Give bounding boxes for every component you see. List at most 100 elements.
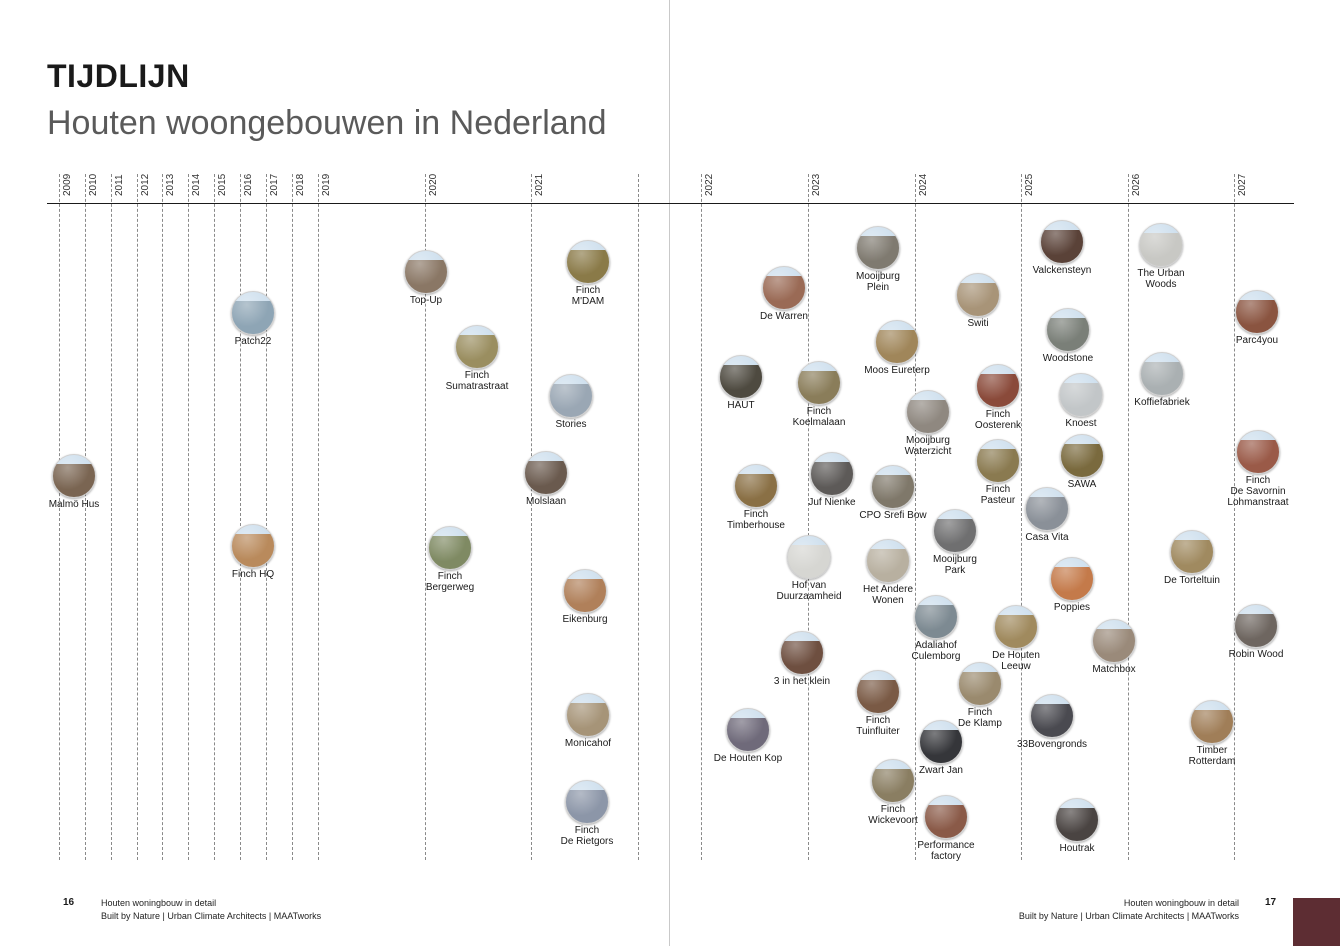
year-gridline [188,174,189,860]
building-photo [906,390,950,434]
building-label: Molslaan [525,496,567,507]
building-label: Patch22 [234,336,272,347]
building-marker: Patch22 [203,291,303,347]
building-marker: Stories [521,374,621,430]
building-label: HAUT [727,400,755,411]
year-gridline [292,174,293,860]
building-marker: Finch Bergerweg [400,526,500,593]
year-label: 2021 [534,173,545,196]
year-gridline [531,174,532,860]
building-photo [919,720,963,764]
year-label: 2018 [295,173,306,196]
year-gridline [240,174,241,860]
building-photo [726,708,770,752]
building-marker: Juf Nienke [782,452,882,508]
building-label: Robin Wood [1228,649,1284,660]
footer-title-left: Houten woningbouw in detail [101,898,217,908]
building-photo [565,780,609,824]
year-gridline [425,174,426,860]
building-photo [933,509,977,553]
page-spine [669,0,670,946]
building-label: Poppies [1053,602,1091,613]
building-label: Finch De Klamp [958,707,1002,729]
building-label: Malmö Hus [48,499,100,510]
building-photo [1190,700,1234,744]
building-label: Timber Rotterdam [1188,745,1236,767]
building-marker: Het Andere Wonen [838,539,938,606]
building-label: The Urban Woods [1137,268,1185,290]
building-label: Koffiefabriek [1134,397,1190,408]
footer-title-right: Houten woningbouw in detail [1123,898,1239,908]
building-photo [787,535,831,579]
building-photo [404,250,448,294]
building-label: Hof van Duurzaamheid [776,580,842,602]
year-label: 2014 [191,173,202,196]
building-marker: Casa Vita [997,487,1097,543]
building-marker: Top-Up [376,250,476,306]
building-label: Eikenburg [562,614,608,625]
page-title: TIJDLIJN [47,58,190,94]
building-label: Finch Wickevoort [868,804,918,826]
footer-credits-left: Built by Nature | Urban Climate Architec… [101,911,322,921]
building-marker: Malmö Hus [24,454,124,510]
building-photo [958,662,1002,706]
building-photo [566,693,610,737]
building-photo [1092,619,1136,663]
year-gridline [915,174,916,860]
year-label: 2020 [428,173,439,196]
building-marker: Finch HQ [203,524,303,580]
year-label: 2026 [1131,173,1142,196]
building-photo [866,539,910,583]
building-marker: Finch De Klamp [930,662,1030,729]
building-photo [1025,487,1069,531]
footer-credits-right: Built by Nature | Urban Climate Architec… [1018,911,1239,921]
building-label: Houtrak [1059,843,1095,854]
timeline-axis [47,203,1294,204]
building-photo [1055,798,1099,842]
building-label: Woodstone [1042,353,1094,364]
year-gridline [266,174,267,860]
building-marker: The Urban Woods [1111,223,1211,290]
building-label: 33Bovengronds [1016,739,1088,750]
building-marker: Valckensteyn [1012,220,1112,276]
year-gridline [85,174,86,860]
building-photo [734,464,778,508]
building-label: Finch De Rietgors [560,825,614,847]
year-label: 2024 [918,173,929,196]
building-marker: De Houten Kop [698,708,798,764]
building-marker: Finch De Savornin Lohmanstraat [1208,430,1308,508]
building-label: CPO Srefi Bow [859,510,927,521]
building-photo [524,451,568,495]
page-number-right: 17 [1265,897,1277,908]
year-label: 2012 [140,173,151,196]
year-gridline [1021,174,1022,860]
year-gridline [111,174,112,860]
year-label: 2022 [704,173,715,196]
building-label: Finch M'DAM [571,285,605,307]
building-photo [914,595,958,639]
building-photo [976,439,1020,483]
year-label: 2019 [321,173,332,196]
year-gridline [137,174,138,860]
building-label: Adaliahof Culemborg [911,640,961,662]
building-photo [797,361,841,405]
building-photo [1234,604,1278,648]
building-label: Finch Sumatrastraat [445,370,509,392]
page-subtitle: Houten woongebouwen in Nederland [47,104,607,142]
building-label: 3 in het klein [773,676,831,687]
building-label: Switi [967,318,989,329]
building-photo [956,273,1000,317]
building-photo [856,670,900,714]
building-marker: Adaliahof Culemborg [886,595,986,662]
building-marker: Finch De Rietgors [537,780,637,847]
building-marker: Woodstone [1018,308,1118,364]
building-label: Parc4you [1235,335,1279,346]
year-label: 2027 [1237,173,1248,196]
building-marker: Finch Wickevoort [843,759,943,826]
building-photo [428,526,472,570]
year-label: 2010 [88,173,99,196]
building-marker: Hof van Duurzaamheid [759,535,859,602]
building-photo [994,605,1038,649]
year-label: 2013 [165,173,176,196]
building-marker: Timber Rotterdam [1162,700,1262,767]
